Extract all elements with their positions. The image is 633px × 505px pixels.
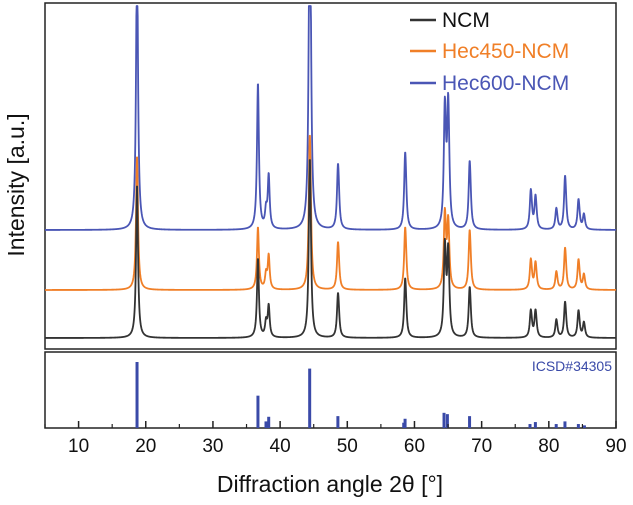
series-traces	[44, 5, 617, 339]
x-tick-label-80: 80	[538, 436, 559, 457]
legend: NCM Hec450-NCM Hec600-NCM	[410, 9, 569, 95]
plot-area-upper	[44, 2, 617, 350]
reference-lines	[135, 362, 586, 428]
x-axis-label: Diffraction angle 2θ [°]	[217, 471, 443, 497]
series-line-ncm	[44, 159, 617, 339]
x-tick-label-70: 70	[471, 436, 492, 457]
x-tick-label-50: 50	[337, 436, 358, 457]
x-tick-label-40: 40	[270, 436, 291, 457]
y-axis-label: Intensity [a.u.]	[3, 113, 29, 256]
legend-label-hec450: Hec450-NCM	[442, 40, 569, 63]
legend-label-ncm: NCM	[442, 9, 490, 32]
plot-area-lower	[44, 351, 617, 429]
x-tick-label-90: 90	[605, 436, 626, 457]
x-tick-label-30: 30	[202, 436, 223, 457]
x-tick-label-60: 60	[404, 436, 425, 457]
x-axis-ticks: 10 20 30 40 50 60 70 80 90	[44, 421, 627, 457]
legend-label-hec600: Hec600-NCM	[442, 72, 569, 95]
x-tick-label-10: 10	[68, 436, 89, 457]
reference-label: ICSD#34305	[532, 358, 612, 374]
x-tick-label-20: 20	[135, 436, 156, 457]
series-line-hec450-ncm	[44, 134, 617, 291]
series-line-hec600-ncm	[44, 5, 617, 231]
